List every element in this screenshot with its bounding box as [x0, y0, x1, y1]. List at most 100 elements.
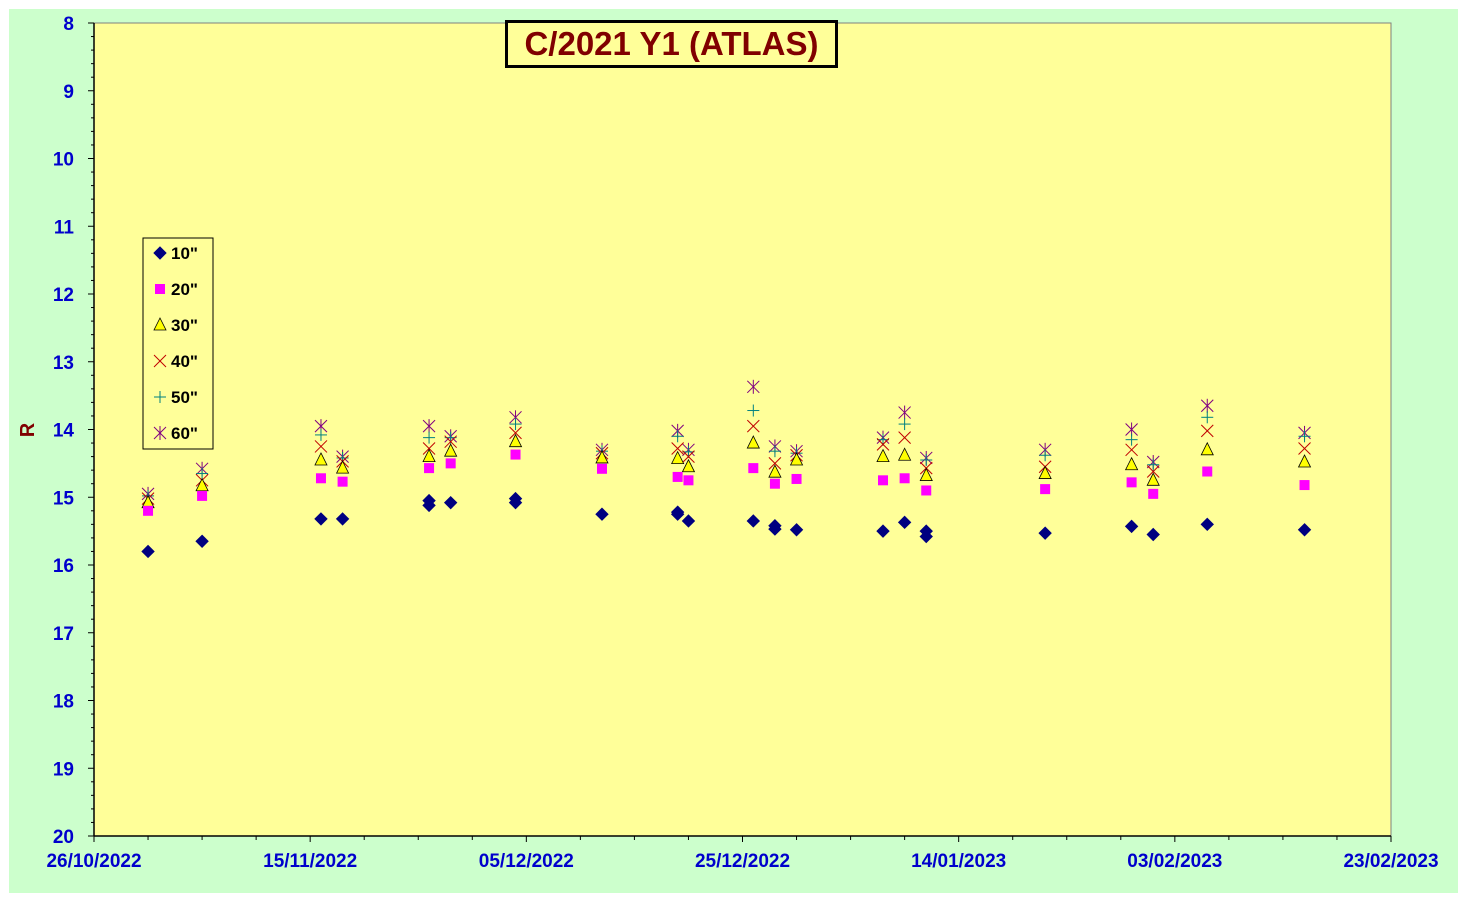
- plot-area: [93, 22, 1392, 837]
- data-point: [769, 478, 780, 489]
- y-tick-label: 15: [53, 488, 75, 509]
- data-point: [898, 431, 911, 444]
- data-point: [509, 426, 522, 440]
- data-point: [508, 491, 523, 506]
- data-point: [1125, 433, 1138, 446]
- data-point: [1147, 458, 1160, 471]
- data-point: [424, 463, 435, 474]
- chart-title: C/2021 Y1 (ATLAS): [524, 25, 819, 62]
- data-point: [1200, 441, 1214, 456]
- data-point: [789, 452, 804, 466]
- y-tick-labels: 8 9 10 11 12 13 14 15 16 17 18 19 20: [53, 14, 75, 848]
- data-point: [897, 515, 912, 530]
- data-point: [445, 458, 456, 469]
- data-point: [1201, 411, 1214, 424]
- data-point: [1202, 466, 1213, 477]
- data-point: [877, 433, 890, 446]
- x-tick-label: 23/02/2023: [1343, 851, 1438, 872]
- data-point: [1297, 523, 1312, 537]
- x-tick-label: 05/12/2022: [479, 851, 574, 872]
- data-point: [1200, 517, 1214, 532]
- data-point: [509, 418, 522, 431]
- data-point: [671, 442, 685, 455]
- data-point: [1124, 519, 1139, 534]
- data-point: [337, 476, 348, 487]
- data-point: [682, 445, 695, 458]
- data-point: [335, 460, 350, 474]
- data-point: [1125, 443, 1138, 457]
- data-point: [422, 419, 436, 434]
- data-point: [898, 405, 911, 420]
- data-point: [919, 467, 933, 481]
- data-point: [1200, 424, 1214, 438]
- data-point: [789, 523, 804, 537]
- legend-box: [142, 237, 214, 450]
- legend-label: 60": [171, 424, 198, 443]
- data-point: [422, 442, 436, 455]
- data-point: [791, 473, 802, 484]
- y-tick-label: 13: [53, 353, 74, 374]
- data-point: [595, 450, 609, 464]
- y-tick-label: 14: [53, 421, 75, 442]
- data-point: [1297, 454, 1312, 468]
- x-tick-label: 14/01/2023: [911, 851, 1006, 872]
- data-point: [596, 463, 607, 474]
- y-axis-label: R: [17, 422, 39, 437]
- data-point: [746, 514, 761, 528]
- data-point: [195, 534, 209, 548]
- data-point: [1124, 456, 1139, 471]
- y-tick-label: 19: [53, 759, 74, 780]
- data-point: [746, 419, 760, 433]
- data-point: [314, 512, 328, 526]
- data-point: [747, 404, 760, 417]
- data-point: [876, 448, 890, 463]
- data-point: [876, 438, 890, 451]
- data-point: [746, 379, 760, 394]
- data-point: [315, 473, 326, 484]
- legend-label: 10": [171, 244, 198, 263]
- legend-marker: [154, 391, 166, 403]
- legend-label: 40": [171, 352, 198, 371]
- data-point: [314, 428, 327, 441]
- data-point: [921, 485, 932, 496]
- chart-title-box: C/2021 Y1 (ATLAS): [505, 20, 838, 68]
- data-point: [768, 464, 782, 478]
- data-point: [1040, 484, 1051, 495]
- data-point: [1039, 449, 1052, 462]
- data-point: [422, 493, 436, 508]
- y-tick-label: 20: [53, 827, 74, 848]
- y-tick-label: 10: [53, 150, 74, 171]
- x-tick-labels: 26/10/2022 15/11/2022 05/12/2022 25/12/2022…: [46, 851, 1438, 872]
- data-point: [1200, 398, 1214, 413]
- data-point: [1146, 465, 1160, 478]
- data-point: [746, 435, 760, 449]
- legend-items: 10" 20" 30" 40" 50" 60": [153, 244, 198, 443]
- data-point: [1146, 472, 1160, 486]
- legend-label: 30": [171, 316, 198, 335]
- y-tick-label: 9: [63, 82, 74, 103]
- y-tick-label: 11: [54, 217, 75, 238]
- data-point: [196, 467, 209, 480]
- data-point: [683, 475, 694, 486]
- legend-marker: [153, 317, 167, 331]
- data-point: [444, 443, 458, 457]
- x-tick-label: 25/12/2022: [695, 851, 790, 872]
- data-point: [920, 453, 933, 466]
- x-tick-label: 26/10/2022: [46, 851, 141, 872]
- data-point: [670, 507, 685, 521]
- data-point: [423, 431, 436, 444]
- data-point: [1038, 465, 1052, 479]
- data-point: [671, 430, 684, 443]
- data-markers: [141, 379, 1312, 559]
- legend: 10" 20" 30" 40" 50" 60": [142, 237, 214, 450]
- data-point: [672, 471, 683, 482]
- axes: [88, 22, 1392, 842]
- data-point: [595, 507, 609, 521]
- data-point: [1126, 477, 1137, 488]
- legend-marker: [155, 284, 165, 294]
- legend-marker: [153, 426, 167, 440]
- data-point: [897, 447, 912, 461]
- y-tick-label: 8: [63, 14, 74, 35]
- data-point: [682, 450, 695, 463]
